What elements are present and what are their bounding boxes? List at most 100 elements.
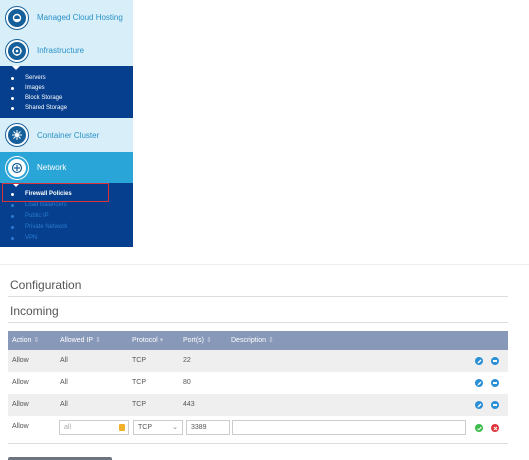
cell-port: 22	[183, 357, 191, 364]
sort-icon: ⇕	[95, 337, 101, 344]
sidebar-item-label: Firewall Policies	[25, 191, 72, 197]
sidebar-item-label: Private Network	[25, 224, 68, 230]
cell-allowed-ip: All	[60, 401, 68, 408]
sidebar-item-label: Block Storage	[25, 95, 63, 101]
configuration-panel: Configuration Incoming Action ⇕ Allowed I…	[0, 264, 529, 460]
minus-icon	[493, 404, 497, 406]
sort-desc-icon: ▾	[159, 337, 164, 344]
page-title: Configuration	[10, 278, 82, 292]
edit-button[interactable]	[475, 401, 483, 409]
sidebar-item-servers[interactable]: Servers	[0, 73, 133, 83]
sidebar-item-load-balancers[interactable]: Load Balancers	[0, 200, 133, 210]
sort-icon: ⇕	[268, 337, 274, 344]
port-input[interactable]: 3389	[186, 420, 230, 435]
table-row: Allow All TCP 80	[8, 372, 508, 394]
infrastructure-submenu: Servers Images Block Storage Shared Stor…	[0, 66, 133, 118]
container-icon	[6, 124, 28, 146]
nav-section-label: Network	[37, 163, 67, 172]
pencil-icon	[477, 359, 481, 363]
table-header: Action ⇕ Allowed IP ⇕ Protocol ▾ Port(s) ⇕ D…	[8, 331, 508, 350]
remove-button[interactable]	[491, 401, 499, 409]
new-rule-row: Allow all TCP ⌄ 3389	[8, 416, 508, 440]
sidebar-item-label: Public IP	[25, 213, 49, 219]
table-row: Allow All TCP 443	[8, 394, 508, 416]
add-rule-button[interactable]	[8, 457, 112, 460]
cell-protocol: TCP	[132, 401, 146, 408]
nav-section-label: Managed Cloud Hosting	[37, 13, 123, 22]
remove-button[interactable]	[491, 357, 499, 365]
cell-action: Allow	[12, 379, 29, 386]
allowed-ip-input[interactable]: all	[59, 420, 129, 435]
cancel-rule-button[interactable]	[491, 424, 499, 432]
sidebar-item-label: Load Balancers	[25, 202, 67, 208]
sidebar-item-label: Images	[25, 85, 45, 91]
infrastructure-icon	[6, 39, 28, 62]
bullet-icon	[11, 214, 14, 218]
sidebar: Managed Cloud Hosting Infrastructure Ser…	[0, 0, 133, 252]
highlight-box	[2, 183, 109, 202]
divider	[8, 443, 508, 444]
cell-protocol: TCP	[132, 357, 146, 364]
divider	[8, 296, 508, 297]
cell-port: 80	[183, 379, 191, 386]
edit-button[interactable]	[475, 357, 483, 365]
cell-allowed-ip: All	[60, 379, 68, 386]
sidebar-item-private-network[interactable]: Private Network	[0, 222, 133, 232]
divider	[8, 322, 508, 323]
caret-down-icon	[12, 183, 20, 187]
bullet-icon	[11, 192, 14, 196]
column-header-description[interactable]: Description ⇕	[231, 337, 274, 344]
remove-button[interactable]	[491, 379, 499, 387]
column-header-action[interactable]: Action ⇕	[12, 337, 40, 344]
nav-section-network[interactable]: Network	[0, 152, 133, 183]
column-header-protocol[interactable]: Protocol ▾	[132, 337, 164, 344]
cell-action: Allow	[12, 357, 29, 364]
nav-section-label: Container Cluster	[37, 130, 100, 140]
sidebar-item-firewall-policies[interactable]: Firewall Policies	[0, 189, 133, 199]
cell-action: Allow	[12, 401, 29, 408]
cell-action: Allow	[12, 423, 29, 430]
lock-icon	[119, 424, 125, 431]
pencil-icon	[477, 403, 481, 407]
table-row: Allow All TCP 22	[8, 350, 508, 372]
check-icon	[476, 426, 482, 431]
nav-section-label: Infrastructure	[37, 46, 85, 55]
sidebar-item-images[interactable]: Images	[0, 83, 133, 93]
sidebar-item-label: Servers	[25, 75, 46, 81]
cell-protocol: TCP	[132, 379, 146, 386]
close-icon	[493, 426, 497, 430]
sort-icon: ⇕	[206, 337, 212, 344]
sidebar-item-label: Shared Storage	[25, 105, 68, 111]
sidebar-item-shared-storage[interactable]: Shared Storage	[0, 103, 133, 113]
column-header-allowed-ip[interactable]: Allowed IP ⇕	[60, 337, 101, 344]
sort-icon: ⇕	[33, 337, 40, 344]
save-rule-button[interactable]	[475, 424, 483, 432]
cell-port: 443	[183, 401, 195, 408]
minus-icon	[493, 360, 497, 362]
network-icon	[6, 156, 28, 179]
cell-allowed-ip: All	[60, 357, 68, 364]
description-input[interactable]	[232, 420, 466, 435]
bullet-icon	[11, 203, 14, 207]
bullet-icon	[11, 96, 14, 100]
cloud-icon	[6, 6, 28, 29]
sidebar-item-label: VPN	[25, 235, 38, 241]
bullet-icon	[11, 76, 14, 80]
bullet-icon	[11, 106, 14, 110]
chevron-down-icon: ⌄	[172, 424, 178, 431]
bullet-icon	[11, 236, 14, 240]
protocol-select[interactable]: TCP ⌄	[133, 420, 183, 435]
sidebar-item-public-ip[interactable]: Public IP	[0, 211, 133, 221]
nav-section-managed-cloud-hosting[interactable]: Managed Cloud Hosting	[0, 0, 133, 35]
column-header-ports[interactable]: Port(s) ⇕	[183, 337, 212, 344]
caret-down-icon	[12, 66, 20, 70]
minus-icon	[493, 382, 497, 384]
section-title: Incoming	[10, 304, 59, 318]
sidebar-item-block-storage[interactable]: Block Storage	[0, 93, 133, 103]
nav-section-infrastructure[interactable]: Infrastructure	[0, 35, 133, 66]
edit-button[interactable]	[475, 379, 483, 387]
bullet-icon	[11, 225, 14, 229]
nav-section-container-cluster[interactable]: Container Cluster	[0, 118, 133, 152]
sidebar-item-vpn[interactable]: VPN	[0, 233, 133, 243]
bullet-icon	[11, 86, 14, 90]
